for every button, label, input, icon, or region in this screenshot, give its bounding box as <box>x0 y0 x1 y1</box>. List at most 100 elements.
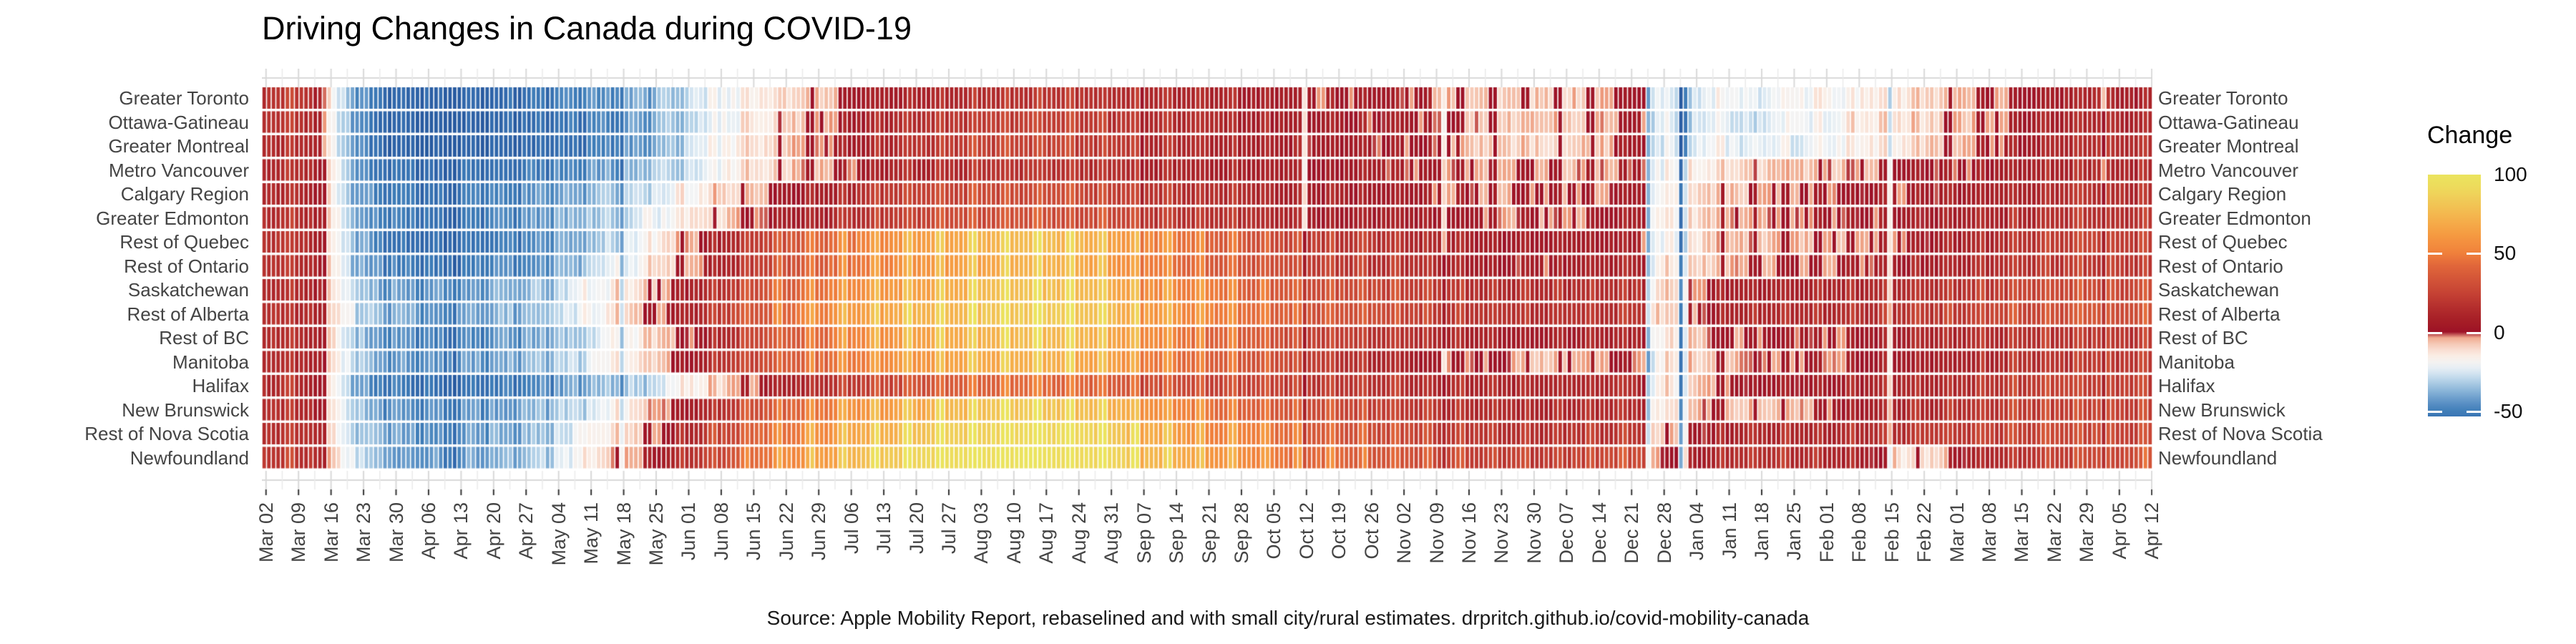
x-tick-label: Jun 15 <box>743 502 765 561</box>
x-tick-label: Jul 20 <box>905 502 927 555</box>
row-label-left: Rest of BC <box>159 327 249 348</box>
row-label-right: Rest of BC <box>2158 327 2248 348</box>
x-tick-label: Sep 07 <box>1133 502 1155 564</box>
x-tick-label: Aug 24 <box>1068 502 1090 564</box>
x-tick-label: Jul 27 <box>937 502 960 555</box>
legend-tick-label: 100 <box>2494 163 2527 185</box>
chart-title: Driving Changes in Canada during COVID-1… <box>262 10 912 47</box>
legend-tick-mark <box>2467 253 2481 255</box>
x-tick-label: Feb 22 <box>1913 502 1936 563</box>
legend-tick-mark <box>2467 331 2481 334</box>
x-tick-label: Jul 13 <box>873 502 895 555</box>
x-tick-label: Jan 04 <box>1686 502 1708 561</box>
x-tick-label: Mar 02 <box>255 502 277 563</box>
x-tick-label: Mar 30 <box>385 502 407 563</box>
row-label-left: Rest of Alberta <box>127 303 249 325</box>
color-legend: Change 100 50 0 -50 <box>2419 122 2576 465</box>
x-tick-label: Mar 16 <box>320 502 342 563</box>
x-tick-label: Jun 22 <box>775 502 797 561</box>
x-tick-label: Sep 28 <box>1230 502 1252 564</box>
x-tick-label: Oct 05 <box>1263 502 1285 560</box>
x-tick-label: Feb 01 <box>1815 502 1838 563</box>
legend-colorbar <box>2428 175 2481 416</box>
legend-title: Change <box>2427 122 2513 149</box>
row-label-left: Calgary Region <box>120 183 249 205</box>
row-label-left: Rest of Nova Scotia <box>84 423 249 444</box>
x-tick-label: May 04 <box>547 502 570 566</box>
x-tick-label: Aug 31 <box>1101 502 1123 564</box>
row-label-right: Greater Montreal <box>2158 135 2299 157</box>
x-tick-label: Jun 08 <box>710 502 732 561</box>
x-tick-label: Dec 07 <box>1556 502 1578 564</box>
row-label-right: Ottawa-Gatineau <box>2158 111 2299 133</box>
x-tick-label: Aug 03 <box>970 502 992 564</box>
row-label-right: Metro Vancouver <box>2158 159 2299 181</box>
row-label-left: New Brunswick <box>122 399 249 421</box>
x-tick-label: Dec 14 <box>1588 502 1610 564</box>
legend-tick-mark <box>2428 411 2442 414</box>
x-tick-label: Nov 02 <box>1393 502 1415 564</box>
x-tick-label: Jan 25 <box>1783 502 1805 561</box>
x-tick-label: Jul 06 <box>840 502 862 555</box>
row-label-left: Ottawa-Gatineau <box>108 111 249 133</box>
x-tick-label: Jan 11 <box>1718 502 1740 560</box>
x-tick-label: Sep 14 <box>1166 502 1188 564</box>
row-label-right: Rest of Nova Scotia <box>2158 423 2323 444</box>
legend-tick-mark <box>2428 253 2442 255</box>
row-label-right: Calgary Region <box>2158 183 2287 205</box>
x-tick-label: Mar 09 <box>288 502 310 563</box>
x-tick-label: Nov 09 <box>1425 502 1448 564</box>
x-tick-label: Oct 12 <box>1295 502 1317 560</box>
row-label-left: Rest of Quebec <box>119 231 249 253</box>
x-tick-label: Oct 26 <box>1360 502 1382 560</box>
legend-tick-label: 50 <box>2494 242 2517 265</box>
x-tick-label: Aug 17 <box>1035 502 1058 564</box>
x-tick-label: Nov 30 <box>1523 502 1545 564</box>
x-tick-label: Oct 19 <box>1328 502 1350 560</box>
row-label-right: Rest of Ontario <box>2158 255 2283 277</box>
x-tick-label: Apr 13 <box>450 502 472 560</box>
x-tick-label: Mar 08 <box>1979 502 2001 563</box>
x-tick-label: May 18 <box>613 502 635 566</box>
x-tick-label: Apr 12 <box>2141 502 2163 560</box>
row-label-left: Halifax <box>192 375 249 396</box>
y-axis-right: Greater Toronto Ottawa-Gatineau Greater Mo… <box>2158 0 2559 644</box>
legend-tick-mark <box>2467 411 2481 414</box>
x-tick-label: Feb 08 <box>1848 502 1870 563</box>
heatmap-canvas <box>262 69 2152 498</box>
row-label-left: Greater Toronto <box>119 87 249 109</box>
row-label-right: Greater Toronto <box>2158 87 2288 109</box>
x-tick-label: May 11 <box>580 502 602 565</box>
x-tick-label: Feb 15 <box>1880 502 1903 563</box>
row-label-right: Halifax <box>2158 375 2215 396</box>
x-tick-label: Mar 22 <box>2043 502 2065 563</box>
x-tick-label: Jun 29 <box>808 502 830 561</box>
row-label-left: Manitoba <box>172 351 249 373</box>
row-label-right: Newfoundland <box>2158 447 2278 469</box>
x-tick-label: Sep 21 <box>1198 502 1220 564</box>
x-tick-label: Dec 28 <box>1653 502 1675 564</box>
x-tick-label: Mar 23 <box>353 502 375 563</box>
row-label-left: Metro Vancouver <box>108 159 249 181</box>
legend-tick-label: -50 <box>2494 400 2523 423</box>
row-label-right: Manitoba <box>2158 351 2235 373</box>
x-tick-label: Apr 20 <box>482 502 504 560</box>
x-tick-label: May 25 <box>645 502 668 566</box>
row-label-right: Saskatchewan <box>2158 279 2280 301</box>
x-tick-label: Mar 15 <box>2011 502 2033 563</box>
x-tick-label: Jan 18 <box>1750 502 1772 561</box>
x-tick-label: Aug 10 <box>1002 502 1025 564</box>
row-label-left: Saskatchewan <box>127 279 249 301</box>
y-axis-left: Greater Toronto Ottawa-Gatineau Greater Mo… <box>0 0 255 644</box>
x-tick-label: Nov 16 <box>1458 502 1480 564</box>
legend-tick-mark <box>2428 331 2442 334</box>
row-label-right: Rest of Alberta <box>2158 303 2280 325</box>
legend-tick-label: 0 <box>2494 321 2505 343</box>
x-tick-label: Jun 01 <box>678 502 700 561</box>
x-tick-label: Mar 29 <box>2076 502 2098 563</box>
row-label-left: Rest of Ontario <box>124 255 249 277</box>
source-caption: Source: Apple Mobility Report, rebaselin… <box>766 607 1810 629</box>
x-tick-label: Dec 21 <box>1621 502 1643 564</box>
